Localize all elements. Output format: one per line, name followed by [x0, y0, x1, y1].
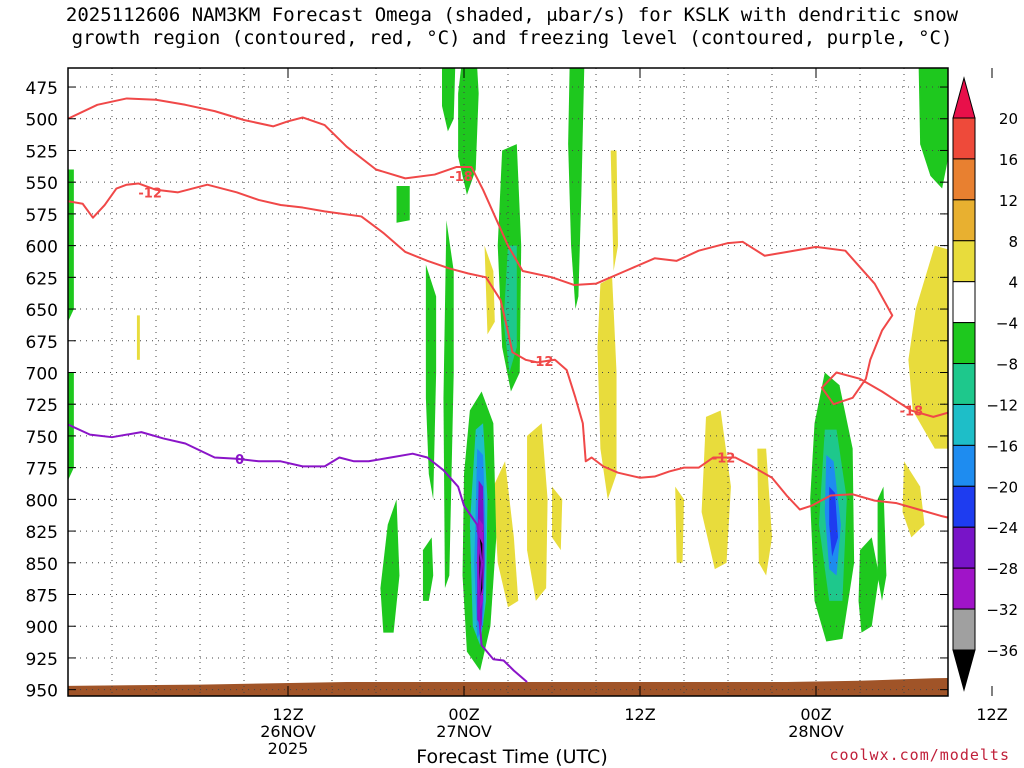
colorbar-swatch — [952, 403, 976, 446]
colorbar-swatch — [952, 526, 976, 569]
omega-positive-region — [908, 245, 948, 449]
colorbar-swatch — [952, 281, 976, 324]
y-tick-label: 900 — [26, 618, 58, 638]
omega-negative-region — [568, 68, 585, 310]
terrain-shading — [68, 677, 948, 696]
omega-positive-region — [552, 486, 563, 551]
colorbar-label: 16 — [999, 151, 1018, 169]
contour-label: 0 — [235, 453, 244, 468]
title-line-2: growth region (contoured, red, °C) and f… — [71, 27, 953, 49]
omega-positive-region — [493, 461, 519, 608]
colorbar-swatch — [952, 567, 976, 610]
x-axis-label: Forecast Time (UTC) — [416, 746, 608, 768]
omega-positive-region — [701, 410, 731, 570]
colorbar-swatch — [952, 485, 976, 528]
colorbar-swatch — [952, 608, 976, 651]
credit-text[interactable]: coolwx.com/modelts — [829, 746, 1010, 764]
omega-negative-region — [422, 537, 434, 601]
omega-positive-region — [757, 448, 772, 576]
x-tick-label: 2025 — [268, 739, 309, 758]
colorbar-label: −12 — [986, 396, 1018, 414]
y-tick-label: 650 — [26, 301, 58, 321]
y-tick-label: 950 — [26, 682, 58, 702]
omega-negative-region — [918, 68, 948, 189]
y-tick-label: 725 — [26, 396, 58, 416]
y-tick-label: 800 — [26, 491, 58, 511]
colorbar-label: −8 — [996, 356, 1018, 374]
omega-negative-region — [425, 264, 437, 500]
omega-negative-region — [396, 185, 410, 223]
omega-negative-region — [442, 68, 456, 132]
y-tick-label: 525 — [26, 142, 58, 162]
omega-positive-region — [136, 315, 140, 360]
omega-positive-region — [527, 423, 548, 601]
y-tick-label: 675 — [26, 333, 58, 353]
colorbar-swatch — [952, 240, 976, 283]
omega-negative-region — [458, 68, 479, 195]
omega-negative-region — [858, 537, 880, 633]
colorbar-arrow-top — [952, 76, 976, 119]
colorbar-label: −20 — [986, 478, 1018, 496]
colorbar-swatch — [952, 363, 976, 405]
y-tick-label: 750 — [26, 428, 58, 448]
colorbar-label: −16 — [986, 437, 1018, 455]
omega-negative-region — [877, 486, 887, 601]
colorbar-swatch — [952, 322, 976, 365]
y-tick-label: 600 — [26, 238, 58, 258]
x-tick-label: 12Z — [624, 705, 655, 724]
omega-negative-region — [380, 499, 400, 633]
x-tick-label: 00Z — [448, 705, 479, 724]
colorbar-label: 4 — [1008, 274, 1018, 292]
colorbar-swatch — [952, 117, 976, 160]
colorbar-swatch — [952, 158, 976, 201]
omega-positive-region — [597, 277, 617, 500]
title-line-1: 2025112606 NAM3KM Forecast Omega (shaded… — [65, 4, 959, 26]
y-tick-label: 825 — [26, 523, 58, 543]
temperature-contour — [68, 182, 948, 519]
y-tick-label: 700 — [26, 364, 58, 384]
omega-positive-region — [610, 150, 618, 271]
colorbar-label: 8 — [1008, 233, 1018, 251]
freezing-level-contour — [68, 423, 528, 683]
colorbar-label: −24 — [986, 519, 1018, 537]
y-tick-label: 625 — [26, 269, 58, 289]
y-tick-label: 850 — [26, 555, 58, 575]
contour-label: -12 — [712, 451, 736, 466]
y-tick-label: 575 — [26, 206, 58, 226]
y-tick-label: 875 — [26, 587, 58, 607]
colorbar-label: 20 — [999, 110, 1018, 128]
plot-frame — [67, 67, 949, 697]
colorbar-label: −4 — [996, 315, 1018, 333]
x-tick-label: 12Z — [272, 705, 303, 724]
contour-label: -12 — [530, 355, 554, 370]
y-tick-label: 925 — [26, 650, 58, 670]
x-tick-label: 27NOV — [436, 722, 492, 741]
x-tick-label: 26NOV — [260, 722, 316, 741]
omega-negative-region — [992, 176, 1001, 258]
omega-negative-region — [829, 486, 838, 557]
y-tick-label: 500 — [26, 111, 58, 131]
y-tick-label: 475 — [26, 79, 58, 99]
colorbar-swatch — [952, 199, 976, 242]
x-tick-label: 00Z — [800, 705, 831, 724]
colorbar-label: −28 — [986, 560, 1018, 578]
y-tick-label: 775 — [26, 460, 58, 480]
contour-label: -12 — [138, 186, 162, 201]
contour-label: -18 — [900, 405, 924, 420]
contour-label: -18 — [449, 170, 473, 185]
y-tick-label: 550 — [26, 174, 58, 194]
colorbar-arrow-bottom — [952, 649, 976, 692]
colorbar-swatch — [952, 444, 976, 487]
omega-negative-region — [443, 220, 454, 589]
omega-positive-region — [675, 486, 684, 563]
x-tick-label: 28NOV — [788, 722, 844, 741]
x-tick-label: 12Z — [976, 705, 1007, 724]
omega-positive-region — [902, 461, 925, 538]
omega-positive-region — [484, 245, 495, 335]
colorbar-label: −36 — [986, 642, 1018, 660]
colorbar-label: 12 — [999, 192, 1018, 210]
colorbar-label: −32 — [986, 601, 1018, 619]
temperature-contour — [68, 97, 948, 418]
